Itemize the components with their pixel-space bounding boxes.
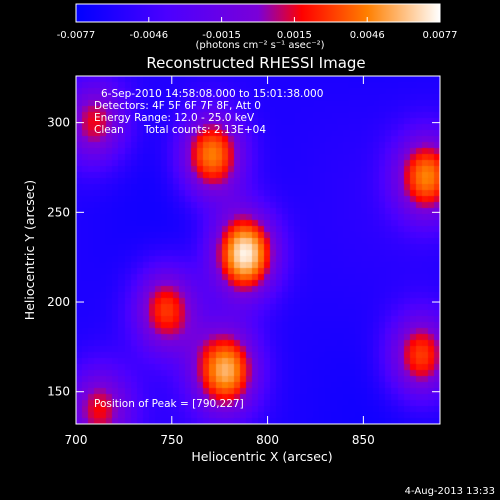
colorbar-tick-label: 0.0046	[350, 30, 385, 41]
colorbar-tick-label: -0.0077	[57, 30, 96, 41]
y-axis-label: Heliocentric Y (arcsec)	[22, 180, 37, 320]
axis-ticks: 700 750 800 850 150 200 250 300	[47, 76, 440, 447]
annotation-energy-range: Energy Range: 12.0 - 25.0 keV	[94, 112, 255, 124]
colorbar-tick-label: 0.0015	[277, 30, 312, 41]
annotation-total-counts: Total counts: 2.13E+04	[143, 124, 266, 136]
footer-timestamp: 4-Aug-2013 13:33	[405, 486, 495, 497]
x-tick-label: 700	[65, 433, 88, 447]
colorbar-label: (photons cm⁻² s⁻¹ asec⁻²)	[195, 40, 324, 51]
plot-frame	[75, 75, 441, 425]
annotation-time-range: 6-Sep-2010 14:58:08.000 to 15:01:38.000	[101, 88, 323, 100]
colorbar-ticks: -0.0077 -0.0046 -0.0015 0.0015 0.0046 0.0077	[57, 17, 458, 41]
x-tick-label: 750	[160, 433, 183, 447]
annotation-detectors: Detectors: 4F 5F 6F 7F 8F, Att 0	[94, 100, 261, 112]
annotation-peak-position: Position of Peak = [790,227]	[94, 398, 244, 410]
y-tick-label: 250	[47, 205, 70, 219]
annotation-method: Clean	[94, 124, 124, 136]
colorbar	[75, 3, 441, 23]
x-tick-label: 800	[256, 433, 279, 447]
y-tick-label: 200	[47, 295, 70, 309]
colorbar-tick-label: 0.0077	[423, 30, 458, 41]
x-tick-label: 850	[352, 433, 375, 447]
chart-title: Reconstructed RHESSI Image	[146, 54, 365, 72]
y-tick-label: 300	[47, 116, 70, 130]
x-axis-label: Heliocentric X (arcsec)	[191, 449, 332, 464]
y-tick-label: 150	[47, 385, 70, 399]
colorbar-tick-label: -0.0046	[129, 30, 168, 41]
heatmap-image	[76, 76, 440, 424]
colorbar-tick-label: -0.0015	[202, 30, 241, 41]
